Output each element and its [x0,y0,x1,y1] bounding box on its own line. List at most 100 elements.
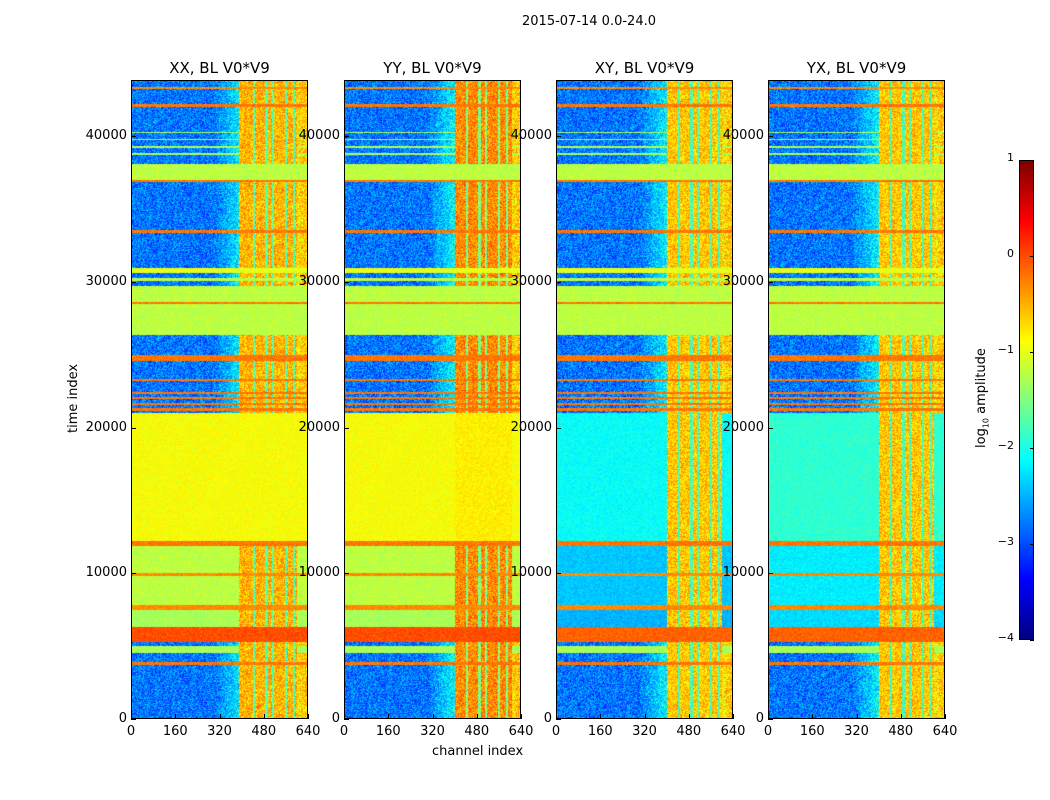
x-tick-label: 640 [720,724,746,739]
y-tick-label: 0 [118,711,127,726]
heatmap-panel-yx: YX, BL V0*V9 [768,59,945,719]
colorbar-tick-label: −1 [997,343,1014,356]
panel-title: XY, BL V0*V9 [594,59,695,77]
x-tick-mark [344,714,345,719]
y-tick-label: 0 [331,711,340,726]
y-tick-mark [344,719,349,720]
x-tick-mark [688,714,690,719]
x-tick-label: 320 [844,724,869,739]
figure-title: 2015-07-14 0.0-24.0 [522,14,656,29]
y-tick-mark [131,427,136,429]
y-tick-label: 10000 [510,565,552,581]
colorbar-tick-mark [1030,256,1034,257]
x-tick-label: 160 [375,724,401,739]
x-tick-label: 0 [551,724,561,739]
colorbar-tick-mark [1030,640,1034,641]
x-tick-label: 640 [932,724,958,739]
y-tick-mark [344,573,349,575]
y-tick-mark [556,719,561,720]
heatmap-panel-xx: XX, BL V0*V9 [131,59,308,719]
x-tick-mark [600,714,602,719]
heatmap-image [769,81,944,718]
x-tick-label: 320 [207,724,232,739]
panel-title: YX, BL V0*V9 [806,59,907,77]
y-tick-mark [131,719,136,720]
x-tick-label: 320 [420,724,445,739]
y-tick-label: 10000 [85,565,127,581]
x-tick-mark [432,714,434,719]
colorbar [1019,160,1034,640]
x-tick-mark [812,714,814,719]
x-tick-label: 640 [295,724,321,739]
heatmap-image [132,81,307,718]
y-tick-label: 10000 [298,565,340,581]
y-tick-label: 20000 [722,419,764,435]
y-tick-label: 0 [755,711,764,726]
colorbar-tick-label: 0 [1007,247,1014,260]
x-tick-mark [644,714,646,719]
x-tick-mark [308,714,309,719]
y-tick-label: 30000 [510,273,552,289]
y-tick-label: 40000 [722,128,764,144]
y-tick-label: 10000 [722,565,764,581]
x-tick-label: 160 [799,724,825,739]
y-tick-mark [768,719,773,720]
x-tick-label: 480 [888,724,914,739]
x-tick-mark [945,714,946,719]
x-tick-label: 480 [464,724,490,739]
y-tick-mark [556,573,561,575]
y-tick-label: 40000 [85,128,127,144]
panel-title: YY, BL V0*V9 [383,59,482,77]
y-tick-mark [344,136,349,138]
x-tick-mark [476,714,478,719]
y-tick-label: 0 [543,711,552,726]
y-tick-label: 40000 [298,128,340,144]
heatmap-panel-yy: YY, BL V0*V9 [344,59,521,719]
y-tick-label: 30000 [85,273,127,289]
x-axis-label: channel index [432,744,524,759]
y-tick-mark [131,136,136,138]
x-tick-mark [521,714,522,719]
x-tick-mark [856,714,858,719]
x-tick-mark [219,714,221,719]
x-tick-mark [556,714,557,719]
y-tick-mark [131,281,136,283]
x-tick-label: 640 [508,724,534,739]
colorbar-tick-mark [1030,448,1034,449]
y-tick-label: 40000 [510,128,552,144]
x-tick-label: 0 [126,724,136,739]
y-tick-label: 30000 [722,273,764,289]
y-tick-label: 20000 [510,419,552,435]
y-tick-mark [344,281,349,283]
heatmap-image [557,81,732,718]
y-tick-mark [768,427,773,429]
y-tick-label: 30000 [298,273,340,289]
x-tick-mark [175,714,177,719]
x-tick-label: 160 [162,724,188,739]
colorbar-tick-label: −4 [997,631,1014,644]
heatmap-panel-xy: XY, BL V0*V9 [556,59,733,719]
y-tick-label: 20000 [298,419,340,435]
colorbar-tick-label: −2 [997,439,1014,452]
y-tick-label: 20000 [85,419,127,435]
colorbar-tick-mark [1030,544,1034,545]
x-tick-label: 0 [339,724,349,739]
y-tick-mark [768,136,773,138]
x-tick-label: 480 [251,724,277,739]
colorbar-tick-mark [1030,352,1034,353]
x-tick-label: 160 [587,724,613,739]
y-tick-mark [768,281,773,283]
colorbar-tick-label: −3 [997,535,1014,548]
y-tick-mark [556,136,561,138]
x-tick-mark [768,714,769,719]
x-tick-mark [900,714,902,719]
x-tick-mark [263,714,265,719]
y-tick-mark [768,573,773,575]
colorbar-label: log10 amplitude [974,348,991,448]
heatmap-image [345,81,520,718]
x-tick-label: 320 [632,724,657,739]
panel-title: XX, BL V0*V9 [169,59,270,77]
y-tick-mark [131,573,136,575]
x-tick-mark [131,714,132,719]
